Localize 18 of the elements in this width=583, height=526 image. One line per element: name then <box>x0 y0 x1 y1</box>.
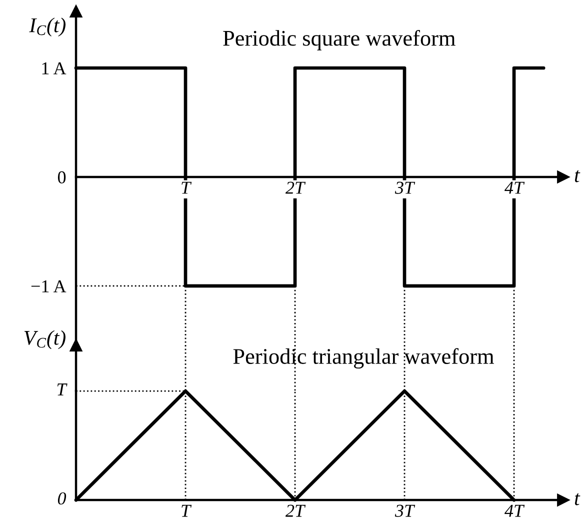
x-axis-title: t <box>574 493 580 506</box>
y-axis-title: I$_{C}$(t) <box>29 18 66 37</box>
chart-title: Periodic triangular waveform <box>233 348 494 369</box>
annotation: T <box>57 384 68 396</box>
x-tick-label: T <box>182 504 192 517</box>
x-tick-label: 2T <box>285 182 306 194</box>
x-tick-label: T <box>182 182 192 194</box>
x-tick-label: 4T <box>504 182 525 194</box>
y-tick-label: 1 A <box>42 62 66 74</box>
y-axis-title: V$_{C}$(t) <box>24 330 66 350</box>
y-tick-label: −1 A <box>31 280 66 292</box>
text: Periodic square waveform <box>223 30 456 50</box>
x-axis-title: t <box>574 170 580 182</box>
x-tick-label: 3T <box>394 504 416 517</box>
x-tick-label: 3T <box>394 182 416 194</box>
x-tick-label: 2T <box>285 504 306 517</box>
y-tick-label: 0 <box>58 171 66 184</box>
x-tick-label: 4T <box>504 504 525 517</box>
